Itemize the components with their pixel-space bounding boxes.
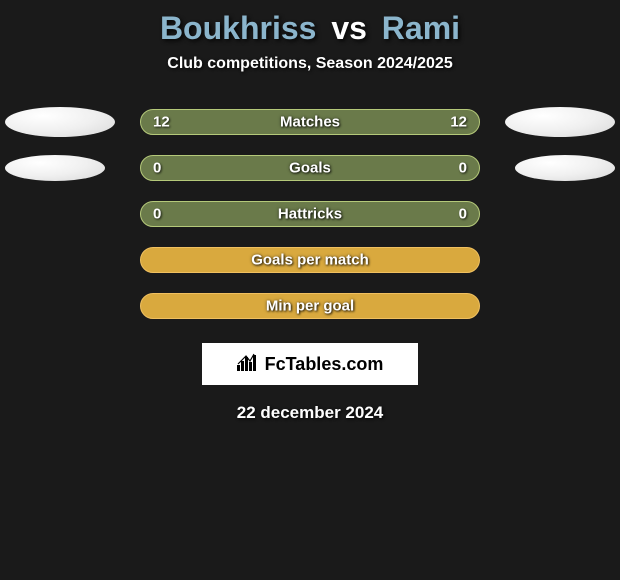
stat-value-right: 0 [459,160,467,177]
title-vs: vs [331,10,367,46]
stat-label: Matches [280,114,340,131]
stat-value-left: 0 [153,160,161,177]
title-row: Boukhriss vs Rami [0,0,620,55]
date-text: 22 december 2024 [0,403,620,423]
subtitle: Club competitions, Season 2024/2025 [0,55,620,73]
stat-value-right: 0 [459,206,467,223]
player1-avatar [5,107,115,137]
player2-avatar [515,155,615,181]
stat-bar: Goals 0 0 [140,155,480,181]
stat-label: Goals [289,160,331,177]
stat-bar: Min per goal [140,293,480,319]
stat-label: Hattricks [278,206,342,223]
title-player2: Rami [382,10,460,46]
stat-bar: Goals per match [140,247,480,273]
stat-label: Goals per match [251,252,369,269]
player1-avatar [5,155,105,181]
player2-avatar [505,107,615,137]
stat-row: Goals 0 0 [0,149,620,187]
stat-value-left: 0 [153,206,161,223]
bars-icon [237,353,259,376]
stat-row: Hattricks 0 0 [0,195,620,233]
stat-bar: Hattricks 0 0 [140,201,480,227]
watermark-text: FcTables.com [265,354,384,375]
stat-value-right: 12 [450,114,467,131]
title-player1: Boukhriss [160,10,316,46]
stat-row: Goals per match [0,241,620,279]
stat-row: Matches 12 12 [0,103,620,141]
stat-label: Min per goal [266,298,354,315]
stat-row: Min per goal [0,287,620,325]
stat-bar: Matches 12 12 [140,109,480,135]
stat-rows-container: Matches 12 12 Goals 0 0 Hattricks 0 0 Goals per m… [0,103,620,325]
stat-value-left: 12 [153,114,170,131]
watermark: FcTables.com [202,343,418,385]
